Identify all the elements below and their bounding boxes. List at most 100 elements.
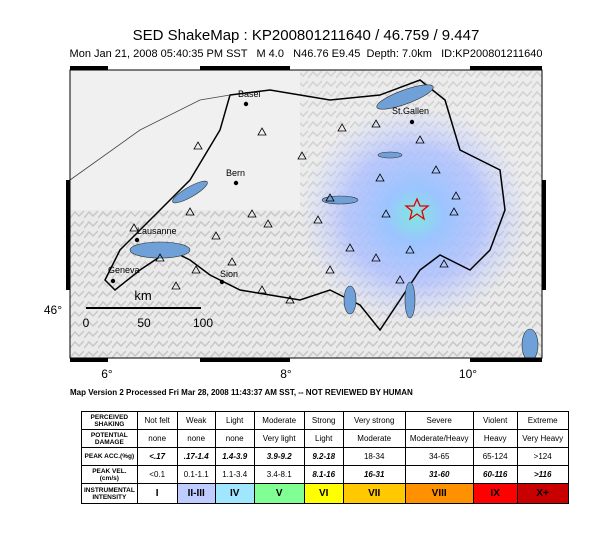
table-cell: 60-116 [472,465,518,484]
station [371,119,381,128]
table-cell: Violent [472,411,518,430]
table-cell: >124 [516,447,569,466]
station [285,295,295,304]
lake [321,195,359,205]
table-cell: none [176,429,216,448]
table-cell: 65-124 [472,447,518,466]
subtitle: Mon Jan 21, 2008 05:40:35 PM SST M 4.0 N… [69,48,543,60]
station [313,215,323,224]
table-cell: Very strong [342,411,406,430]
table-cell: 31-60 [404,465,474,484]
table-cell: Heavy [472,429,518,448]
row-header: INSTRUMENTAL INTENSITY [81,483,138,504]
lon-label: 6° [101,367,113,381]
table-cell: Not felt [136,411,178,430]
table-cell: >116 [516,465,569,484]
station [381,209,391,218]
station [247,209,257,218]
station [171,281,181,290]
table-cell: I [136,483,178,504]
table-cell: Moderate [253,411,305,430]
city-label: Geneva [108,265,140,275]
lat-label: 46° [44,303,62,317]
table-cell: 3.4-8.1 [253,465,305,484]
city-label: St.Gallen [392,106,429,116]
lon-label: 8° [280,367,292,381]
station [415,135,425,144]
footnote: Map Version 2 Processed Fri Mar 28, 2008… [70,388,413,397]
city-dot [409,119,415,125]
table-cell: Light [303,429,344,448]
station [297,151,307,160]
lake [343,285,357,315]
station [257,127,267,136]
table-row: PEAK ACC.(%g) <.17.17-1.4 1.4-3.9 3.9-9.2 9.… [81,447,569,466]
station [227,257,237,266]
station [439,259,449,268]
lake [172,180,208,204]
table-cell: 3.9-9.2 [253,447,305,466]
table-cell: Very light [253,429,305,448]
table-cell: X+ [516,483,569,504]
station [345,243,355,252]
row-header: PERCEIVED SHAKING [81,411,138,430]
table-cell: VI [303,483,344,504]
lake [377,151,403,159]
title: SED ShakeMap : KP200801211640 / 46.759 /… [132,27,480,44]
border [69,94,231,181]
station [191,265,201,274]
station [451,191,461,200]
lake [404,281,416,319]
scale-tick: 100 [193,316,213,330]
table-cell: V [253,483,305,504]
table-cell: Moderate/Heavy [404,429,474,448]
city-label: Basel [238,89,261,99]
table-cell: none [136,429,178,448]
station [449,207,459,216]
table-row: POTENTIAL DAMAGE none none none Very light Li… [81,429,569,448]
country-border [104,79,506,332]
frame-ticks [66,66,546,362]
city-dot [219,279,225,285]
table-cell: <.17 [136,447,178,466]
table-cell: IV [214,483,255,504]
station [325,193,335,202]
table-cell: 34-65 [404,447,474,466]
table-cell: none [214,429,255,448]
table-cell: 8.1-16 [303,465,344,484]
map: Basel St.Gallen Bern Lausanne Geneva Sion 46°… [44,66,546,381]
station [193,141,203,150]
station [211,231,221,240]
table-cell: VII [342,483,406,504]
table-cell: Extreme [516,411,569,430]
table-cell: IX [472,483,518,504]
station [185,207,195,216]
table-cell: .17-1.4 [176,447,216,466]
city-dot [243,101,249,107]
lon-label: 10° [459,367,477,381]
station [337,123,347,132]
table-cell: VIII [404,483,474,504]
row-header: PEAK ACC.(%g) [81,447,138,466]
station [263,219,273,228]
scale-tick: 0 [83,316,90,330]
station [431,165,441,174]
scale-unit: km [134,288,151,303]
table-cell: 1.1-3.4 [214,465,255,484]
lake [129,241,191,259]
table-cell: Light [214,411,255,430]
scale-tick: 50 [137,316,151,330]
lake [521,328,539,362]
table-cell: Moderate [342,429,406,448]
table-row: INSTRUMENTAL INTENSITY I II-III IV V VI VII VII… [81,483,569,504]
city-label: Sion [220,269,238,279]
station [155,253,165,262]
station [129,223,139,232]
table-cell: 16-31 [342,465,406,484]
station [395,275,405,284]
table-row: PEAK VEL.(cm/s) <0.1 0.1-1.1 1.1-3.4 3.4-8.1… [81,465,569,484]
city-dot [110,278,116,284]
table-row: PERCEIVED SHAKING Not felt Weak Light Modera… [81,411,569,430]
table-cell: Very Heavy [516,429,569,448]
